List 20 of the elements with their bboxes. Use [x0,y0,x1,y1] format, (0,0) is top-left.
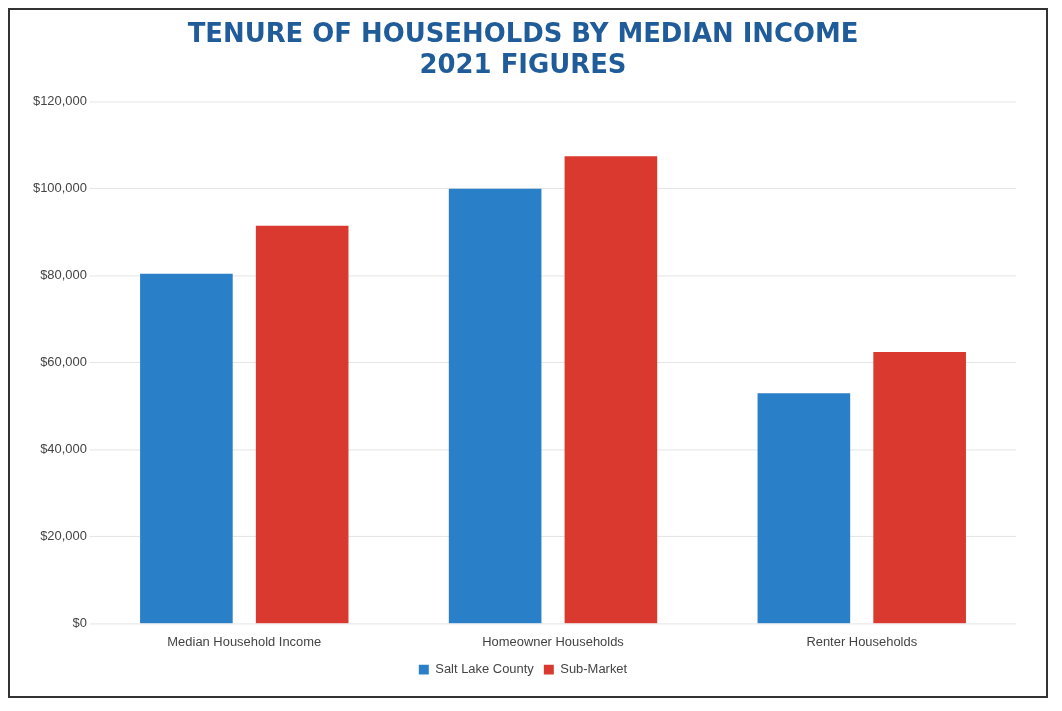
legend-label: Salt Lake County [435,661,535,677]
bar [564,156,658,624]
bar [448,188,542,624]
chart-subtitle: 2021 FIGURES [419,49,627,80]
bar [757,393,851,624]
x-tick-label: Median Household Income [167,634,322,650]
x-tick-label: Homeowner Households [482,634,624,650]
y-tick-label: $100,000 [32,180,87,196]
bar [255,225,349,624]
bar [140,273,233,624]
y-tick-label: $40,000 [40,441,87,457]
bar [873,351,966,624]
y-tick-label: $80,000 [40,267,87,283]
chart-title: TENURE OF HOUSEHOLDS BY MEDIAN INCOME [187,18,859,49]
y-tick-label: $60,000 [40,354,87,370]
legend-label: Sub-Market [560,661,628,677]
x-tick-label: Renter Households [806,634,918,650]
y-tick-label: $120,000 [32,93,87,109]
y-tick-label: $20,000 [40,528,87,544]
y-tick-label: $0 [72,615,87,631]
